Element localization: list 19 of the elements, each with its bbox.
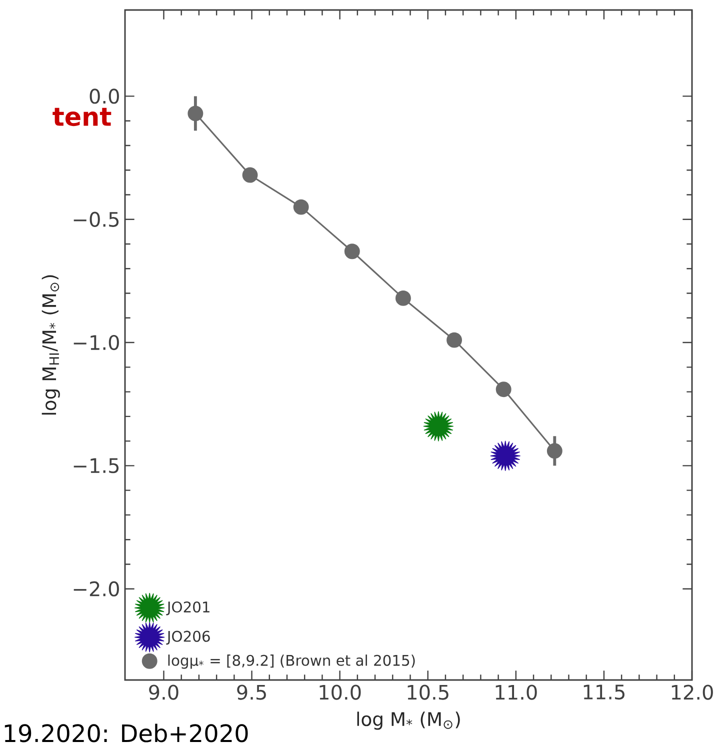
y-tick-label: 0.0 xyxy=(90,88,120,104)
y-axis-title: log M$_{HI}$/M$_{*}$ (M$_{⊙}$) xyxy=(42,275,60,415)
x-tick-label: 12.0 xyxy=(672,684,714,700)
x-tick-label: 11.5 xyxy=(584,684,625,700)
x-axis-title: log M$_{*}$ (M$_{⊙}$) xyxy=(357,712,460,730)
x-tick-label: 9.0 xyxy=(149,684,178,700)
y-tick-label: −0.5 xyxy=(74,212,119,227)
x-tick-label: 10.5 xyxy=(408,684,449,700)
legend-label: JO201 xyxy=(166,601,210,616)
x-tick-label: 11.0 xyxy=(496,684,537,700)
text: tent xyxy=(52,108,112,126)
y-tick-label: −1.0 xyxy=(74,334,120,350)
x-tick-label: 9.5 xyxy=(237,684,266,700)
text: 19.2020: Deb+2020 xyxy=(5,724,248,742)
y-tick-label: −1.5 xyxy=(74,458,119,474)
y-tick-label: −2.0 xyxy=(74,581,120,596)
legend-label: JO206 xyxy=(166,630,210,645)
x-tick-label: 10.0 xyxy=(320,684,361,700)
legend-label: logμ$_{*}$ = [8,9.2] (Brown et al 2015) xyxy=(168,654,415,669)
